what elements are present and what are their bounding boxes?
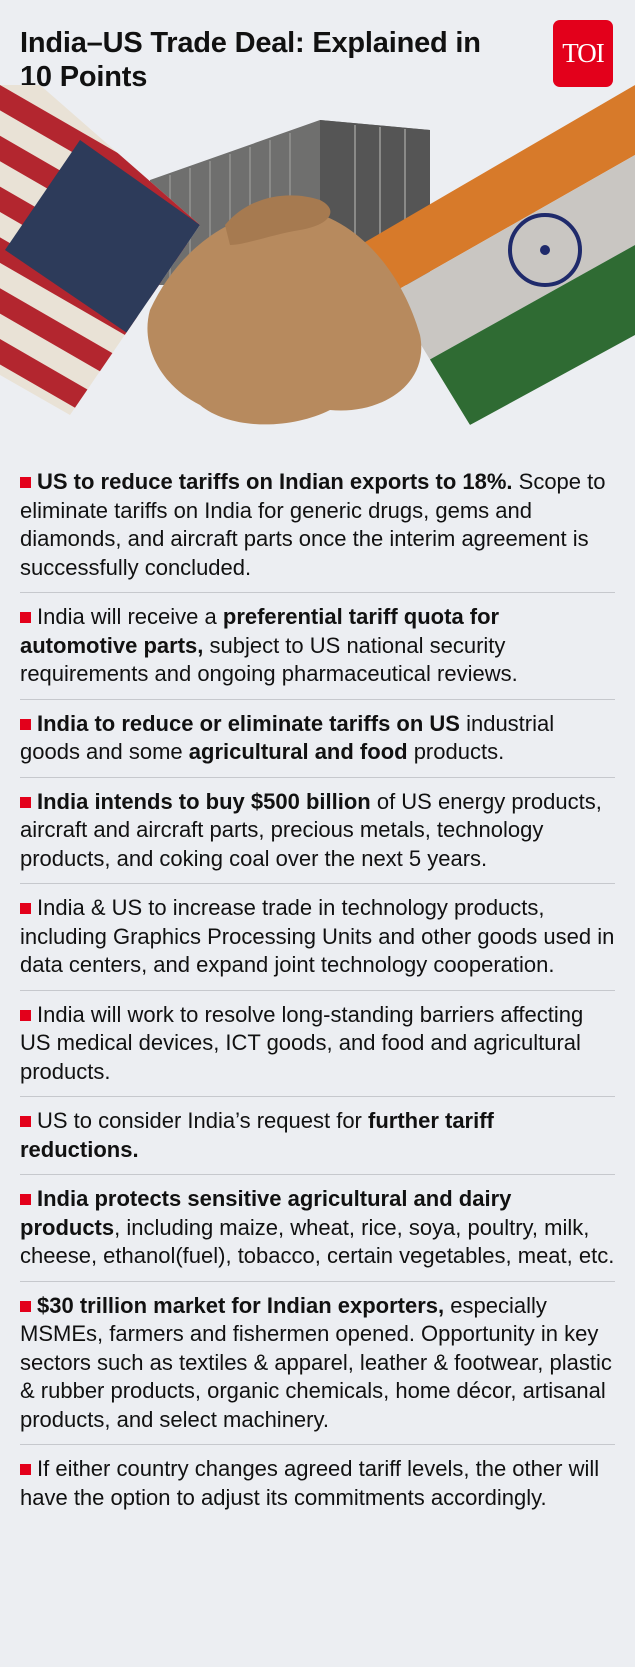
bullet-square-icon (20, 1009, 31, 1021)
point-text: India will receive a (37, 604, 223, 629)
point-item: India will work to resolve long-standing… (20, 991, 615, 1097)
bullet-square-icon (20, 1194, 31, 1205)
bullet-square-icon (20, 903, 31, 914)
toi-logo: TOI (553, 20, 613, 87)
point-text-bold: India protects sensitive agricultural an… (20, 1186, 512, 1240)
point-text: products. (407, 739, 505, 764)
bullet-square-icon (20, 1464, 31, 1475)
point-item: India to reduce or eliminate tariffs on … (20, 700, 615, 778)
point-text-bold: India intends to buy $500 billion (37, 788, 371, 814)
bullet-square-icon (20, 1300, 31, 1312)
point-text-bold: further tariff reductions. (20, 1108, 494, 1162)
point-text: India & US to increase trade in technolo… (20, 895, 615, 977)
point-item: $30 trillion market for Indian exporters… (20, 1282, 615, 1445)
point-item: India protects sensitive agricultural an… (20, 1175, 615, 1282)
point-text: US to consider India’s request for (37, 1108, 368, 1133)
bullet-square-icon (20, 718, 31, 730)
bullet-square-icon (20, 796, 31, 808)
point-text: , including maize, wheat, rice, soya, po… (20, 1214, 615, 1269)
point-text-bold: preferential tariff quota for automotive… (20, 604, 500, 658)
handshake (147, 195, 422, 425)
point-text: subject to US national security requirem… (20, 632, 518, 687)
point-text-bold: agricultural and food (188, 739, 408, 764)
point-text: industrial goods and some (20, 710, 555, 765)
bullet-square-icon (20, 477, 31, 488)
point-item: India & US to increase trade in technolo… (20, 884, 615, 991)
handshake-illustration (0, 85, 635, 425)
point-text-bold: US to reduce tariffs on Indian exports t… (37, 469, 513, 494)
point-item: India intends to buy $500 billion of US … (20, 778, 615, 884)
point-item: India will receive a preferential tariff… (20, 593, 615, 700)
point-text: India will work to resolve long-standing… (20, 1001, 584, 1084)
bullet-square-icon (20, 1116, 31, 1127)
point-item: US to reduce tariffs on Indian exports t… (20, 458, 615, 593)
point-text: If either country changes agreed tariff … (20, 1456, 600, 1510)
point-text-bold: $30 trillion market for Indian exporters… (37, 1292, 445, 1318)
us-flag-sleeve (0, 85, 200, 415)
india-flag-sleeve (360, 85, 635, 425)
point-text: of US energy products, aircraft and airc… (20, 788, 602, 871)
point-text: Scope to eliminate tariffs on India for … (20, 469, 606, 580)
point-text: especially MSMEs, farmers and fishermen … (20, 1292, 612, 1432)
point-item: If either country changes agreed tariff … (20, 1445, 615, 1522)
points-list: US to reduce tariffs on Indian exports t… (0, 458, 635, 1522)
bullet-square-icon (20, 612, 31, 623)
page-title: India–US Trade Deal: Explained in 10 Poi… (20, 27, 481, 93)
point-item: US to consider India’s request for furth… (20, 1097, 615, 1175)
point-text-bold: India to reduce or eliminate tariffs on … (37, 710, 460, 736)
